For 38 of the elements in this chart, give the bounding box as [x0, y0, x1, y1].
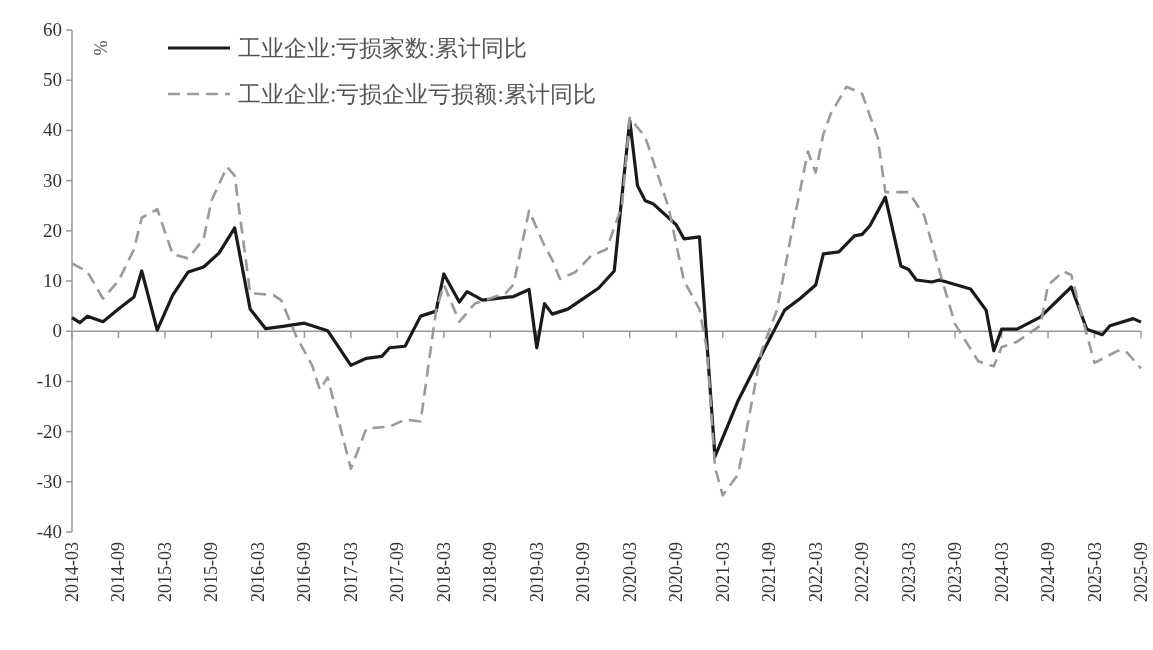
x-tick-label: 2023-03	[898, 542, 919, 602]
x-tick-label: 2022-03	[805, 542, 826, 602]
x-tick-label: 2016-03	[247, 542, 268, 602]
y-tick-label: -30	[36, 470, 62, 492]
x-tick-label: 2019-03	[526, 542, 547, 602]
x-tick-label: 2017-03	[340, 542, 361, 602]
x-tick-label: 2017-09	[387, 542, 408, 602]
x-tick-label: 2020-09	[666, 542, 687, 602]
x-tick-label: 2016-09	[294, 542, 315, 602]
x-tick-label: 2018-09	[480, 542, 501, 602]
x-tick-label: 2015-03	[154, 542, 175, 602]
x-tick-label: 2014-09	[108, 542, 129, 602]
x-tick-label: 2015-09	[201, 542, 222, 602]
y-tick-label: 20	[43, 219, 62, 241]
x-tick-label: 2025-09	[1131, 542, 1151, 602]
y-tick-label: -20	[36, 420, 62, 442]
y-tick-label: 10	[43, 270, 62, 291]
y-tick-label: 40	[43, 119, 62, 141]
x-tick-label: 2023-09	[945, 542, 966, 602]
y-tick-label: -40	[36, 521, 62, 542]
legend-label: 工业企业:亏损企业亏损额:累计同比	[238, 82, 596, 107]
y-tick-label: 30	[43, 169, 62, 191]
y-tick-label: 50	[43, 69, 62, 91]
y-tick-label: 60	[43, 19, 62, 40]
x-tick-label: 2020-03	[619, 542, 640, 602]
x-tick-label: 2022-09	[852, 542, 873, 602]
x-tick-label: 2025-03	[1084, 542, 1105, 602]
y-axis-title: %	[90, 40, 110, 56]
x-tick-label: 2019-09	[573, 542, 594, 602]
x-tick-label: 2021-09	[759, 542, 780, 602]
x-tick-label: 2024-09	[1038, 542, 1059, 602]
x-tick-label: 2024-03	[991, 542, 1012, 602]
x-tick-label: 2021-03	[712, 542, 733, 602]
y-tick-label: 0	[52, 320, 62, 342]
legend-label: 工业企业:亏损家数:累计同比	[238, 36, 527, 61]
x-tick-label: 2014-03	[62, 542, 82, 602]
x-tick-label: 2018-03	[433, 542, 454, 602]
y-tick-label: -10	[36, 370, 62, 392]
